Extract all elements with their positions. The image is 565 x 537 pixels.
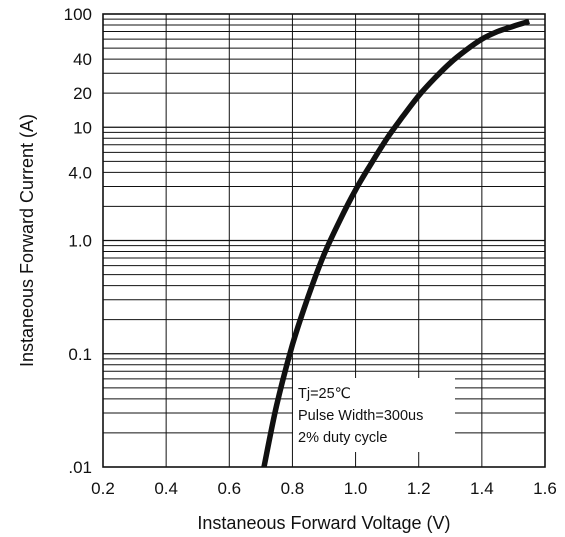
annotation-line: Tj=25℃: [298, 386, 351, 402]
y-tick-label: 20: [73, 84, 92, 103]
y-axis-label: Instaneous Forward Current (A): [17, 114, 37, 367]
y-tick-labels: .01 0.1 1.0 4.0 10 20 40 100: [64, 5, 92, 477]
y-tick-label: 0.1: [68, 345, 92, 364]
y-tick-label: 10: [73, 118, 92, 137]
annotation-line: Pulse Width=300us: [298, 408, 423, 424]
y-tick-label: 4.0: [68, 163, 92, 182]
x-tick-label: 0.6: [217, 479, 241, 498]
y-tick-label: 100: [64, 5, 92, 24]
x-tick-label: 0.2: [91, 479, 115, 498]
annotation-line: 2% duty cycle: [298, 430, 387, 446]
x-tick-labels: 0.2 0.4 0.6 0.8 1.0 1.2 1.4 1.6: [91, 479, 557, 498]
plot-frame: [102, 13, 546, 468]
annotation-text: Tj=25℃ Pulse Width=300us 2% duty cycle: [298, 386, 423, 446]
x-tick-label: 1.2: [407, 479, 431, 498]
x-axis-label: Instaneous Forward Voltage (V): [197, 513, 450, 533]
y-tick-label: 1.0: [68, 232, 92, 251]
x-tick-label: 1.0: [344, 479, 368, 498]
grid-lines: [103, 14, 545, 467]
annotation-box: [293, 378, 455, 452]
x-tick-label: 0.4: [154, 479, 178, 498]
x-tick-label: 0.8: [281, 479, 305, 498]
x-tick-label: 1.4: [470, 479, 494, 498]
series-line: [261, 18, 531, 468]
y-tick-label: .01: [68, 458, 92, 477]
y-tick-label: 40: [73, 50, 92, 69]
x-tick-label: 1.6: [533, 479, 557, 498]
